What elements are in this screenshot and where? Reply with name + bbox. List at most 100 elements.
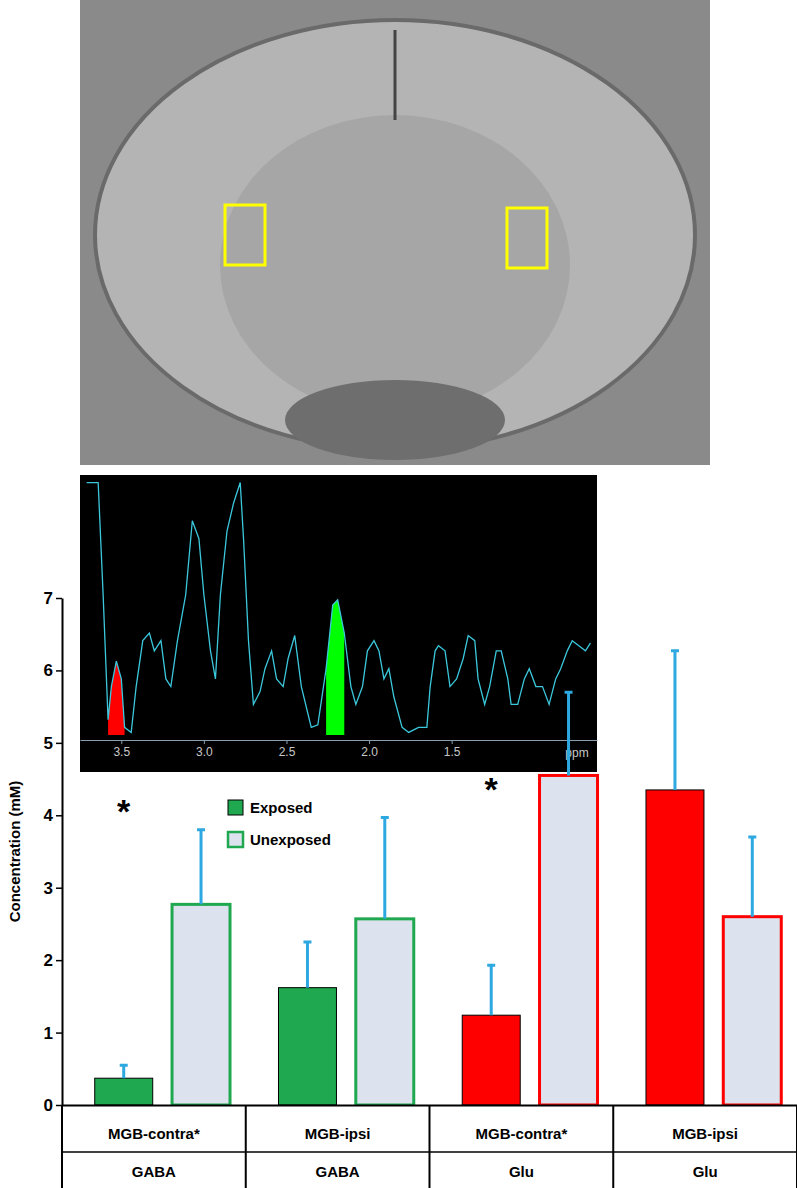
tick-label: 2.0 xyxy=(361,745,378,759)
tick-label: 6 xyxy=(44,661,53,680)
tick-mark xyxy=(452,740,453,744)
tick-label: 1 xyxy=(44,1024,53,1043)
error-bar xyxy=(120,1065,128,1078)
table-divider xyxy=(612,1105,614,1188)
tick-label: 0 xyxy=(44,1096,53,1115)
error-bar xyxy=(303,942,311,988)
tick-label: MGB-ipsi xyxy=(305,1125,371,1142)
mri-image xyxy=(80,0,710,465)
tick-label: 1.5 xyxy=(444,745,461,759)
roi-box xyxy=(507,208,547,268)
tick: 6 xyxy=(44,661,62,680)
tick-label: 7 xyxy=(44,589,53,608)
error-bar xyxy=(381,817,389,918)
table-divider xyxy=(429,1105,431,1188)
tick: 3.5 xyxy=(113,740,130,759)
axis-line xyxy=(81,740,598,741)
tick: 0 xyxy=(44,1096,62,1115)
legend-label: Exposed xyxy=(250,799,313,816)
legend-item: Exposed xyxy=(228,799,313,816)
mri-brainstem xyxy=(285,380,505,460)
tick-label: 3.0 xyxy=(196,745,213,759)
mri-background xyxy=(80,0,710,465)
tick-label: MGB-contra* xyxy=(476,1125,568,1142)
axis-line xyxy=(62,599,64,1106)
tick: 3 xyxy=(44,879,62,898)
error-bar xyxy=(565,692,573,775)
error-bar xyxy=(487,965,495,1015)
tick-label: 2 xyxy=(44,951,53,970)
group-label: GABA xyxy=(132,1163,176,1180)
tick: 2.5 xyxy=(279,740,296,759)
tick: 2.0 xyxy=(361,740,378,759)
tick: 1.5 xyxy=(444,740,461,759)
tick-mark xyxy=(56,960,62,962)
tick-mark xyxy=(204,740,205,744)
mri-thalamus xyxy=(220,115,570,415)
inset-background xyxy=(80,475,597,772)
tick: 4 xyxy=(44,806,62,825)
tick-mark xyxy=(56,815,62,817)
legend-label: Unexposed xyxy=(250,831,331,848)
figure: 3.53.02.52.01.5ppm01234567Concentration … xyxy=(0,0,797,1188)
tick: 7 xyxy=(44,589,62,608)
spectrum-inset: 3.53.02.52.01.5ppm xyxy=(80,475,598,772)
tick: 3.0 xyxy=(196,740,213,759)
spectrum-line xyxy=(87,483,591,733)
legend-swatch xyxy=(228,832,243,847)
bar xyxy=(95,1078,153,1105)
tick: MGB-ipsi xyxy=(305,1105,371,1142)
plot-area xyxy=(95,651,782,1105)
bar xyxy=(462,1015,520,1105)
bar xyxy=(540,775,598,1105)
annotation: * xyxy=(117,792,131,830)
inset-plot xyxy=(87,483,591,735)
tick-label: 3.5 xyxy=(113,745,130,759)
tick-label: MGB-contra* xyxy=(108,1125,200,1142)
legend-swatch xyxy=(228,800,243,815)
y-axis: 0 1 2 3 4 5 6 7 xyxy=(44,589,63,1115)
tick: 1 xyxy=(44,1024,62,1043)
series xyxy=(95,651,704,1105)
legend: Exposed Unexposed xyxy=(228,799,331,848)
legend-item: Unexposed xyxy=(228,831,331,848)
tick-mark xyxy=(56,743,62,745)
bar xyxy=(646,790,704,1105)
tick-label: 3 xyxy=(44,879,53,898)
bar xyxy=(278,988,336,1105)
series xyxy=(172,692,781,1105)
bar xyxy=(172,904,230,1105)
error-bar xyxy=(671,651,679,790)
roi-box xyxy=(225,205,265,265)
mri-midline xyxy=(394,30,397,120)
category-table: GABA GABA Glu Glu xyxy=(62,1105,797,1188)
tick-mark xyxy=(56,887,62,889)
table-divider xyxy=(61,1105,63,1188)
group-label: GABA xyxy=(316,1163,360,1180)
tick-mark xyxy=(56,1032,62,1034)
inset-x-axis: 3.5 3.0 2.5 2.0 1.5 xyxy=(81,740,598,759)
tick-mark xyxy=(369,740,370,744)
tick: 2 xyxy=(44,951,62,970)
annotation: * xyxy=(485,770,499,808)
tick-label: 2.5 xyxy=(279,745,296,759)
tick: 5 xyxy=(44,734,62,753)
table-divider xyxy=(796,1105,797,1188)
tick: MGB-contra* xyxy=(108,1105,200,1142)
tick-label: 4 xyxy=(44,806,54,825)
bar xyxy=(723,917,781,1105)
table-divider xyxy=(245,1105,247,1188)
tick-mark xyxy=(56,598,62,600)
tick-label: 5 xyxy=(44,734,53,753)
tick-mark xyxy=(121,740,122,744)
group-label: Glu xyxy=(693,1163,718,1180)
tick-label: MGB-ipsi xyxy=(672,1125,738,1142)
group-label: Glu xyxy=(509,1163,534,1180)
tick-mark xyxy=(56,670,62,672)
table-rule xyxy=(62,1151,797,1153)
error-bar xyxy=(748,837,756,917)
error-bar xyxy=(197,830,205,905)
bar xyxy=(356,919,414,1105)
tick: MGB-contra* xyxy=(476,1105,568,1142)
tick-mark xyxy=(286,740,287,744)
